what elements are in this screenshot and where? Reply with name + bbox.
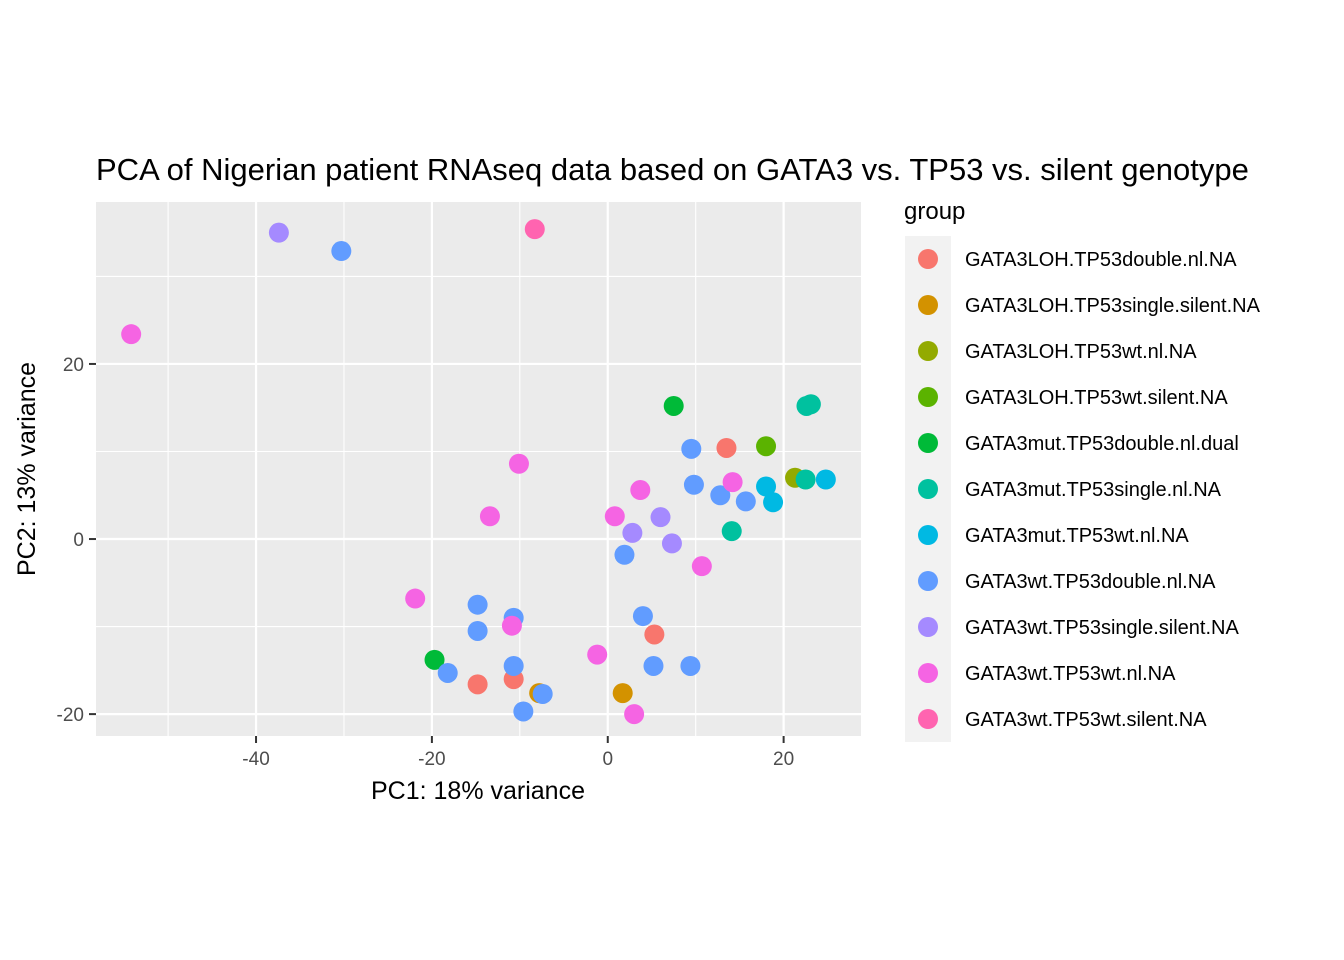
data-point [268, 222, 289, 243]
data-point [524, 219, 545, 240]
legend-key [918, 571, 938, 591]
legend-label: GATA3mut.TP53double.nl.dual [965, 433, 1239, 455]
legend-label: GATA3mut.TP53single.nl.NA [965, 479, 1222, 501]
data-point [683, 474, 704, 495]
data-point [763, 492, 784, 513]
data-point [587, 644, 608, 665]
data-point [716, 437, 737, 458]
data-point [437, 662, 458, 683]
data-point [331, 241, 352, 262]
legend-key [918, 387, 938, 407]
data-point [800, 394, 821, 415]
data-points [121, 219, 836, 725]
x-tick-label: -20 [418, 749, 445, 770]
legend-item: GATA3mut.TP53single.nl.NA [918, 479, 1222, 501]
data-point [467, 594, 488, 615]
legend-items: GATA3LOH.TP53double.nl.NA GATA3LOH.TP53si… [918, 249, 1261, 731]
data-point [710, 485, 731, 506]
data-point [680, 655, 701, 676]
legend-key [918, 249, 938, 269]
data-point [513, 701, 534, 722]
legend-item: GATA3LOH.TP53double.nl.NA [918, 249, 1237, 271]
legend-label: GATA3wt.TP53wt.silent.NA [965, 709, 1207, 731]
data-point [622, 522, 643, 543]
data-point [756, 436, 777, 457]
legend-label: GATA3mut.TP53wt.nl.NA [965, 525, 1189, 547]
x-axis: -40 -20 0 20 [242, 736, 794, 770]
legend-item: GATA3LOH.TP53single.silent.NA [918, 295, 1261, 317]
x-axis-title: PC1: 18% variance [371, 777, 585, 805]
data-point [644, 624, 665, 645]
chart-title: PCA of Nigerian patient RNAseq data base… [96, 152, 1249, 187]
data-point [467, 674, 488, 695]
data-point [721, 521, 742, 542]
y-tick-label: 20 [63, 355, 84, 376]
data-point [663, 395, 684, 416]
y-tick-label: 0 [73, 530, 84, 551]
legend-key [918, 479, 938, 499]
legend-label: GATA3wt.TP53wt.nl.NA [965, 663, 1176, 685]
data-point [424, 649, 445, 670]
legend-key [918, 295, 938, 315]
data-point [722, 472, 743, 493]
legend-label: GATA3wt.TP53double.nl.NA [965, 571, 1216, 593]
legend-item: GATA3mut.TP53double.nl.dual [918, 433, 1239, 455]
legend-key [918, 663, 938, 683]
data-point [815, 469, 836, 490]
data-point [681, 438, 702, 459]
data-point [508, 453, 529, 474]
legend-label: GATA3wt.TP53single.silent.NA [965, 617, 1239, 639]
legend-label: GATA3LOH.TP53single.silent.NA [965, 295, 1261, 317]
data-point [479, 506, 500, 527]
legend-item: GATA3wt.TP53double.nl.NA [918, 571, 1216, 593]
y-axis-title: PC2: 13% variance [13, 362, 41, 576]
data-point [661, 533, 682, 554]
data-point [532, 683, 553, 704]
legend-item: GATA3wt.TP53single.silent.NA [918, 617, 1239, 639]
data-point [503, 655, 524, 676]
data-point [467, 620, 488, 641]
data-point [624, 704, 645, 725]
data-point [614, 544, 635, 565]
data-point [121, 324, 142, 345]
data-point [612, 683, 633, 704]
legend-item: GATA3wt.TP53wt.nl.NA [918, 663, 1176, 685]
legend-key [918, 525, 938, 545]
legend-item: GATA3LOH.TP53wt.nl.NA [918, 341, 1197, 363]
x-tick-label: -40 [242, 749, 269, 770]
legend: group GATA3LOH.TP53double.nl.NAGATA3LOH.… [904, 198, 1261, 742]
legend-item: GATA3wt.TP53wt.silent.NA [918, 709, 1207, 731]
legend-key [918, 433, 938, 453]
data-point [735, 491, 756, 512]
data-point [604, 506, 625, 527]
data-point [650, 507, 671, 528]
legend-key [918, 709, 938, 729]
legend-label: GATA3LOH.TP53wt.nl.NA [965, 341, 1197, 363]
legend-label: GATA3LOH.TP53wt.silent.NA [965, 387, 1228, 409]
data-point [630, 480, 651, 501]
data-point [501, 615, 522, 636]
data-point [632, 606, 653, 627]
legend-title: group [904, 198, 965, 225]
y-tick-label: -20 [57, 705, 84, 726]
legend-item: GATA3LOH.TP53wt.silent.NA [918, 387, 1228, 409]
x-tick-label: 0 [602, 749, 613, 770]
data-point [691, 556, 712, 577]
x-tick-label: 20 [773, 749, 794, 770]
legend-key [918, 341, 938, 361]
data-point [756, 476, 777, 497]
data-point [795, 469, 816, 490]
y-axis: -20 0 20 [57, 355, 96, 726]
legend-label: GATA3LOH.TP53double.nl.NA [965, 249, 1237, 271]
data-point [643, 655, 664, 676]
legend-key [918, 617, 938, 637]
plot-panel [96, 202, 861, 736]
data-point [405, 588, 426, 609]
legend-item: GATA3mut.TP53wt.nl.NA [918, 525, 1189, 547]
